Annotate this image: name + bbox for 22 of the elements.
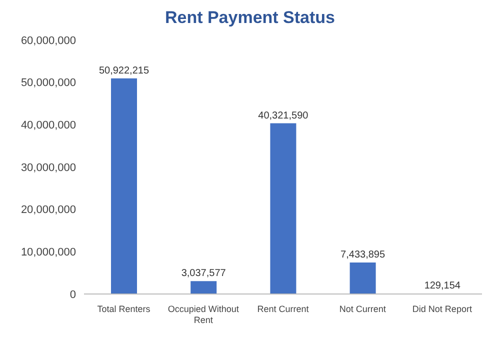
x-tick-label: Not Current (339, 304, 386, 314)
y-tick-label: 60,000,000 (20, 34, 76, 47)
data-label: 7,433,895 (340, 250, 386, 261)
x-tick-label: Did Not Report (412, 304, 472, 314)
data-label: 40,321,590 (258, 110, 309, 122)
y-tick-label: 20,000,000 (20, 204, 76, 216)
bar (190, 281, 217, 294)
y-tick-label: 30,000,000 (20, 162, 76, 174)
y-tick-label: 0 (70, 288, 76, 301)
data-label: 50,922,215 (98, 65, 150, 76)
x-tick-label: Occupied Without Rent (168, 304, 240, 325)
y-tick-label: 40,000,000 (20, 120, 76, 132)
x-tick-label: Rent Current (257, 304, 310, 314)
bar (111, 78, 137, 294)
bar (350, 262, 376, 294)
data-label: 3,037,577 (181, 268, 226, 280)
bar (270, 123, 296, 294)
x-tick-label: Total Renters (97, 304, 151, 314)
data-label: 129,154 (424, 280, 461, 292)
chart-title: Rent Payment Status (164, 8, 336, 28)
y-tick-label: 10,000,000 (20, 246, 76, 259)
y-tick-label: 50,000,000 (20, 77, 76, 90)
